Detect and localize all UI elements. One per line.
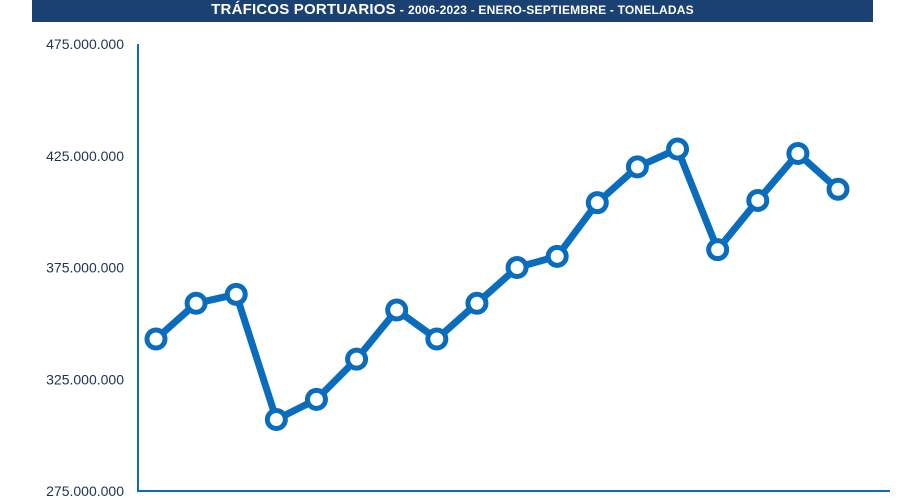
chart-title-subtitle: 2006-2023 - ENERO-SEPTIEMBRE - TONELADAS — [407, 3, 694, 17]
data-point — [826, 177, 850, 201]
chart-title-main: TRÁFICOS PORTUARIOS — [211, 1, 396, 18]
data-point — [264, 407, 288, 431]
data-point — [505, 256, 529, 279]
data-point — [144, 327, 168, 351]
data-point — [184, 291, 208, 315]
data-point — [545, 244, 569, 268]
y-tick-label: 325.000.000 — [46, 371, 124, 387]
chart-title: TRÁFICOS PORTUARIOS - 2006-2023 - ENERO-… — [32, 0, 873, 22]
data-point — [706, 238, 730, 262]
data-point — [585, 191, 609, 215]
y-tick-label: 475.000.000 — [46, 36, 124, 52]
data-point — [224, 282, 248, 306]
data-point — [304, 387, 328, 411]
data-point — [786, 142, 810, 166]
data-point — [465, 291, 489, 315]
data-point — [385, 298, 409, 322]
y-tick-label: 425.000.000 — [46, 148, 124, 164]
data-point — [746, 188, 770, 212]
data-point — [625, 155, 649, 179]
chart-title-separator: - — [395, 2, 408, 17]
y-tick-label: 375.000.000 — [46, 260, 124, 276]
data-point — [666, 137, 690, 161]
series-line — [152, 145, 842, 423]
data-point — [425, 327, 449, 351]
y-tick-label: 275.000.000 — [46, 483, 124, 499]
data-point — [345, 347, 369, 371]
